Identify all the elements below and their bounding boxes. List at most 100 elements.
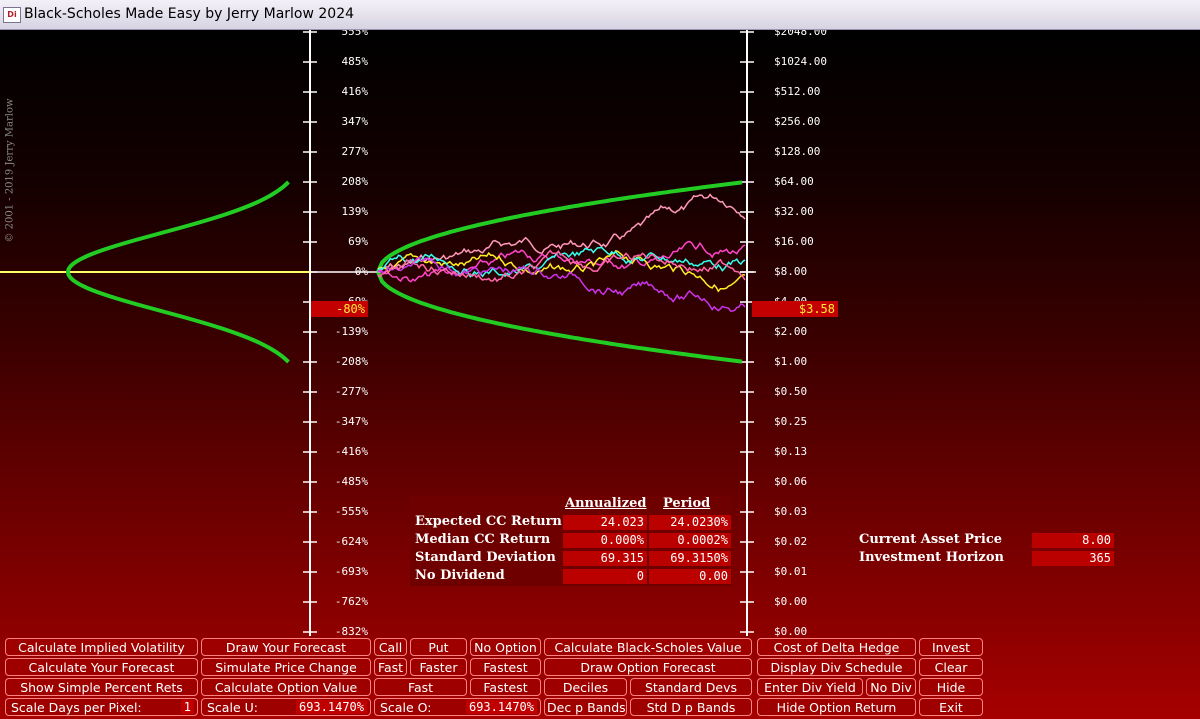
left-axis-tick-label: 485% (341, 55, 369, 68)
right-axis-tick-label: $16.00 (774, 235, 814, 248)
left-axis-tick-label: 555% (341, 30, 369, 38)
stat-period-value: 69.3150% (649, 551, 731, 566)
upper-envelope (376, 180, 743, 273)
hide-button[interactable]: Hide (919, 678, 983, 696)
distribution-curve (65, 180, 290, 364)
right-axis-tick-label: $0.06 (774, 475, 808, 488)
scale-u-value[interactable]: 693.1470% (295, 700, 367, 714)
calculate-option-value-button[interactable]: Calculate Option Value (201, 678, 371, 696)
fastest-speed-button[interactable]: Fastest (470, 678, 541, 696)
stat-period-value: 0.00 (649, 569, 731, 584)
annualized-header: Annualized (565, 496, 647, 511)
exit-button[interactable]: Exit (919, 698, 983, 716)
fastest-button[interactable]: Fastest (470, 658, 541, 676)
std-d-p-bands-button[interactable]: Std D p Bands (630, 698, 752, 716)
right-axis-tick-label: $0.02 (774, 535, 808, 548)
stat-annualized-value: 0 (563, 569, 647, 584)
left-axis-tick-label: -139% (334, 325, 368, 338)
right-axis-tick-label: $128.00 (774, 145, 821, 158)
stat-annualized-value: 24.023 (563, 515, 647, 530)
scale-days-per-pixel-field[interactable]: Scale Days per Pixel: 1 (5, 698, 198, 716)
stat-period-value: 24.0230% (649, 515, 731, 530)
current-asset-price-field[interactable]: 8.00 (1032, 533, 1114, 548)
app-icon: Di (3, 7, 21, 23)
simulation-plot (0, 30, 756, 636)
scale-days-label: Scale Days per Pixel: (11, 700, 142, 715)
standard-devs-button[interactable]: Standard Devs (630, 678, 752, 696)
left-axis-tick-label: -693% (334, 565, 368, 578)
right-axis-tick-label: $256.00 (774, 115, 821, 128)
left-axis-tick-label: -832% (334, 625, 368, 638)
cost-of-delta-hedge-button[interactable]: Cost of Delta Hedge (757, 638, 916, 656)
lower-envelope (376, 271, 743, 364)
right-axis-tick-label: $8.00 (774, 265, 808, 278)
right-axis-tick-label: $0.25 (774, 415, 808, 428)
scale-u-field[interactable]: Scale U: 693.1470% (201, 698, 371, 716)
enter-div-yield-button[interactable]: Enter Div Yield (757, 678, 863, 696)
draw-your-forecast-button[interactable]: Draw Your Forecast (201, 638, 371, 656)
left-axis-tick-label: 0% (354, 265, 368, 278)
scale-o-label: Scale O: (380, 700, 432, 715)
calculate-your-forecast-button[interactable]: Calculate Your Forecast (5, 658, 198, 676)
draw-option-forecast-button[interactable]: Draw Option Forecast (544, 658, 752, 676)
simulated-path (377, 249, 746, 283)
right-axis-tick-label: $0.13 (774, 445, 808, 458)
fast-button[interactable]: Fast (374, 658, 407, 676)
right-axis-tick-label: $0.50 (774, 385, 808, 398)
hide-option-return-button[interactable]: Hide Option Return (757, 698, 916, 716)
invest-button[interactable]: Invest (919, 638, 983, 656)
stat-annualized-value: 69.315 (563, 551, 647, 566)
left-axis-tick-label: -416% (334, 445, 368, 458)
period-header: Period (663, 496, 711, 511)
right-axis-tick-label: $0.03 (774, 505, 808, 518)
calculate-black-scholes-value-button[interactable]: Calculate Black-Scholes Value (544, 638, 752, 656)
left-axis-highlight: -80% (311, 301, 368, 317)
simulate-price-change-button[interactable]: Simulate Price Change (201, 658, 371, 676)
call-button[interactable]: Call (374, 638, 407, 656)
left-axis-tick-label: -624% (334, 535, 368, 548)
stat-annualized-value: 0.000% (563, 533, 647, 548)
right-axis-highlight: $3.58 (752, 301, 838, 317)
left-axis-tick-label: -485% (334, 475, 368, 488)
left-axis-tick-label: 208% (341, 175, 369, 188)
left-axis-tick-label: 347% (341, 115, 369, 128)
display-div-schedule-button[interactable]: Display Div Schedule (757, 658, 916, 676)
left-axis-tick-label: 69% (348, 235, 368, 248)
stat-label: Median CC Return (415, 532, 551, 547)
investment-horizon-field[interactable]: 365 (1032, 551, 1114, 566)
left-axis-tick-label: 277% (341, 145, 369, 158)
scale-o-field[interactable]: Scale O: 693.1470% (374, 698, 541, 716)
axis-ticks (303, 31, 754, 633)
right-axis-tick-label: $0.01 (774, 565, 808, 578)
left-axis-tick-label: -555% (334, 505, 368, 518)
fast-speed-button[interactable]: Fast (374, 678, 467, 696)
scale-u-label: Scale U: (207, 700, 258, 715)
stat-label: No Dividend (415, 568, 505, 583)
left-axis-tick-label: -208% (334, 355, 368, 368)
scale-days-value[interactable]: 1 (180, 700, 194, 714)
right-axis-tick-label: $2.00 (774, 325, 808, 338)
dec-p-bands-button[interactable]: Dec p Bands (544, 698, 627, 716)
right-axis-tick-label: $2048.00 (774, 30, 827, 38)
stat-label: Standard Deviation (415, 550, 556, 565)
no-option-button[interactable]: No Option (470, 638, 541, 656)
put-button[interactable]: Put (410, 638, 467, 656)
right-axis-tick-label: $512.00 (774, 85, 821, 98)
clear-button[interactable]: Clear (919, 658, 983, 676)
no-div-button[interactable]: No Div (866, 678, 916, 696)
calculate-implied-volatility-button[interactable]: Calculate Implied Volatility (5, 638, 198, 656)
investment-horizon-label: Investment Horizon (859, 550, 1004, 565)
window-title: Black-Scholes Made Easy by Jerry Marlow … (24, 6, 355, 22)
right-axis-tick-label: $1.00 (774, 355, 808, 368)
faster-button[interactable]: Faster (410, 658, 467, 676)
simulated-path (377, 256, 746, 312)
scale-o-value[interactable]: 693.1470% (465, 700, 537, 714)
right-axis-tick-label: $64.00 (774, 175, 814, 188)
deciles-button[interactable]: Deciles (544, 678, 627, 696)
current-asset-price-label: Current Asset Price (859, 532, 1003, 547)
show-simple-percent-rets-button[interactable]: Show Simple Percent Rets (5, 678, 198, 696)
left-axis-tick-label: 139% (341, 205, 369, 218)
right-axis-tick-label: $32.00 (774, 205, 814, 218)
right-axis-tick-label: $0.00 (774, 595, 808, 608)
left-axis-tick-label: -347% (334, 415, 368, 428)
